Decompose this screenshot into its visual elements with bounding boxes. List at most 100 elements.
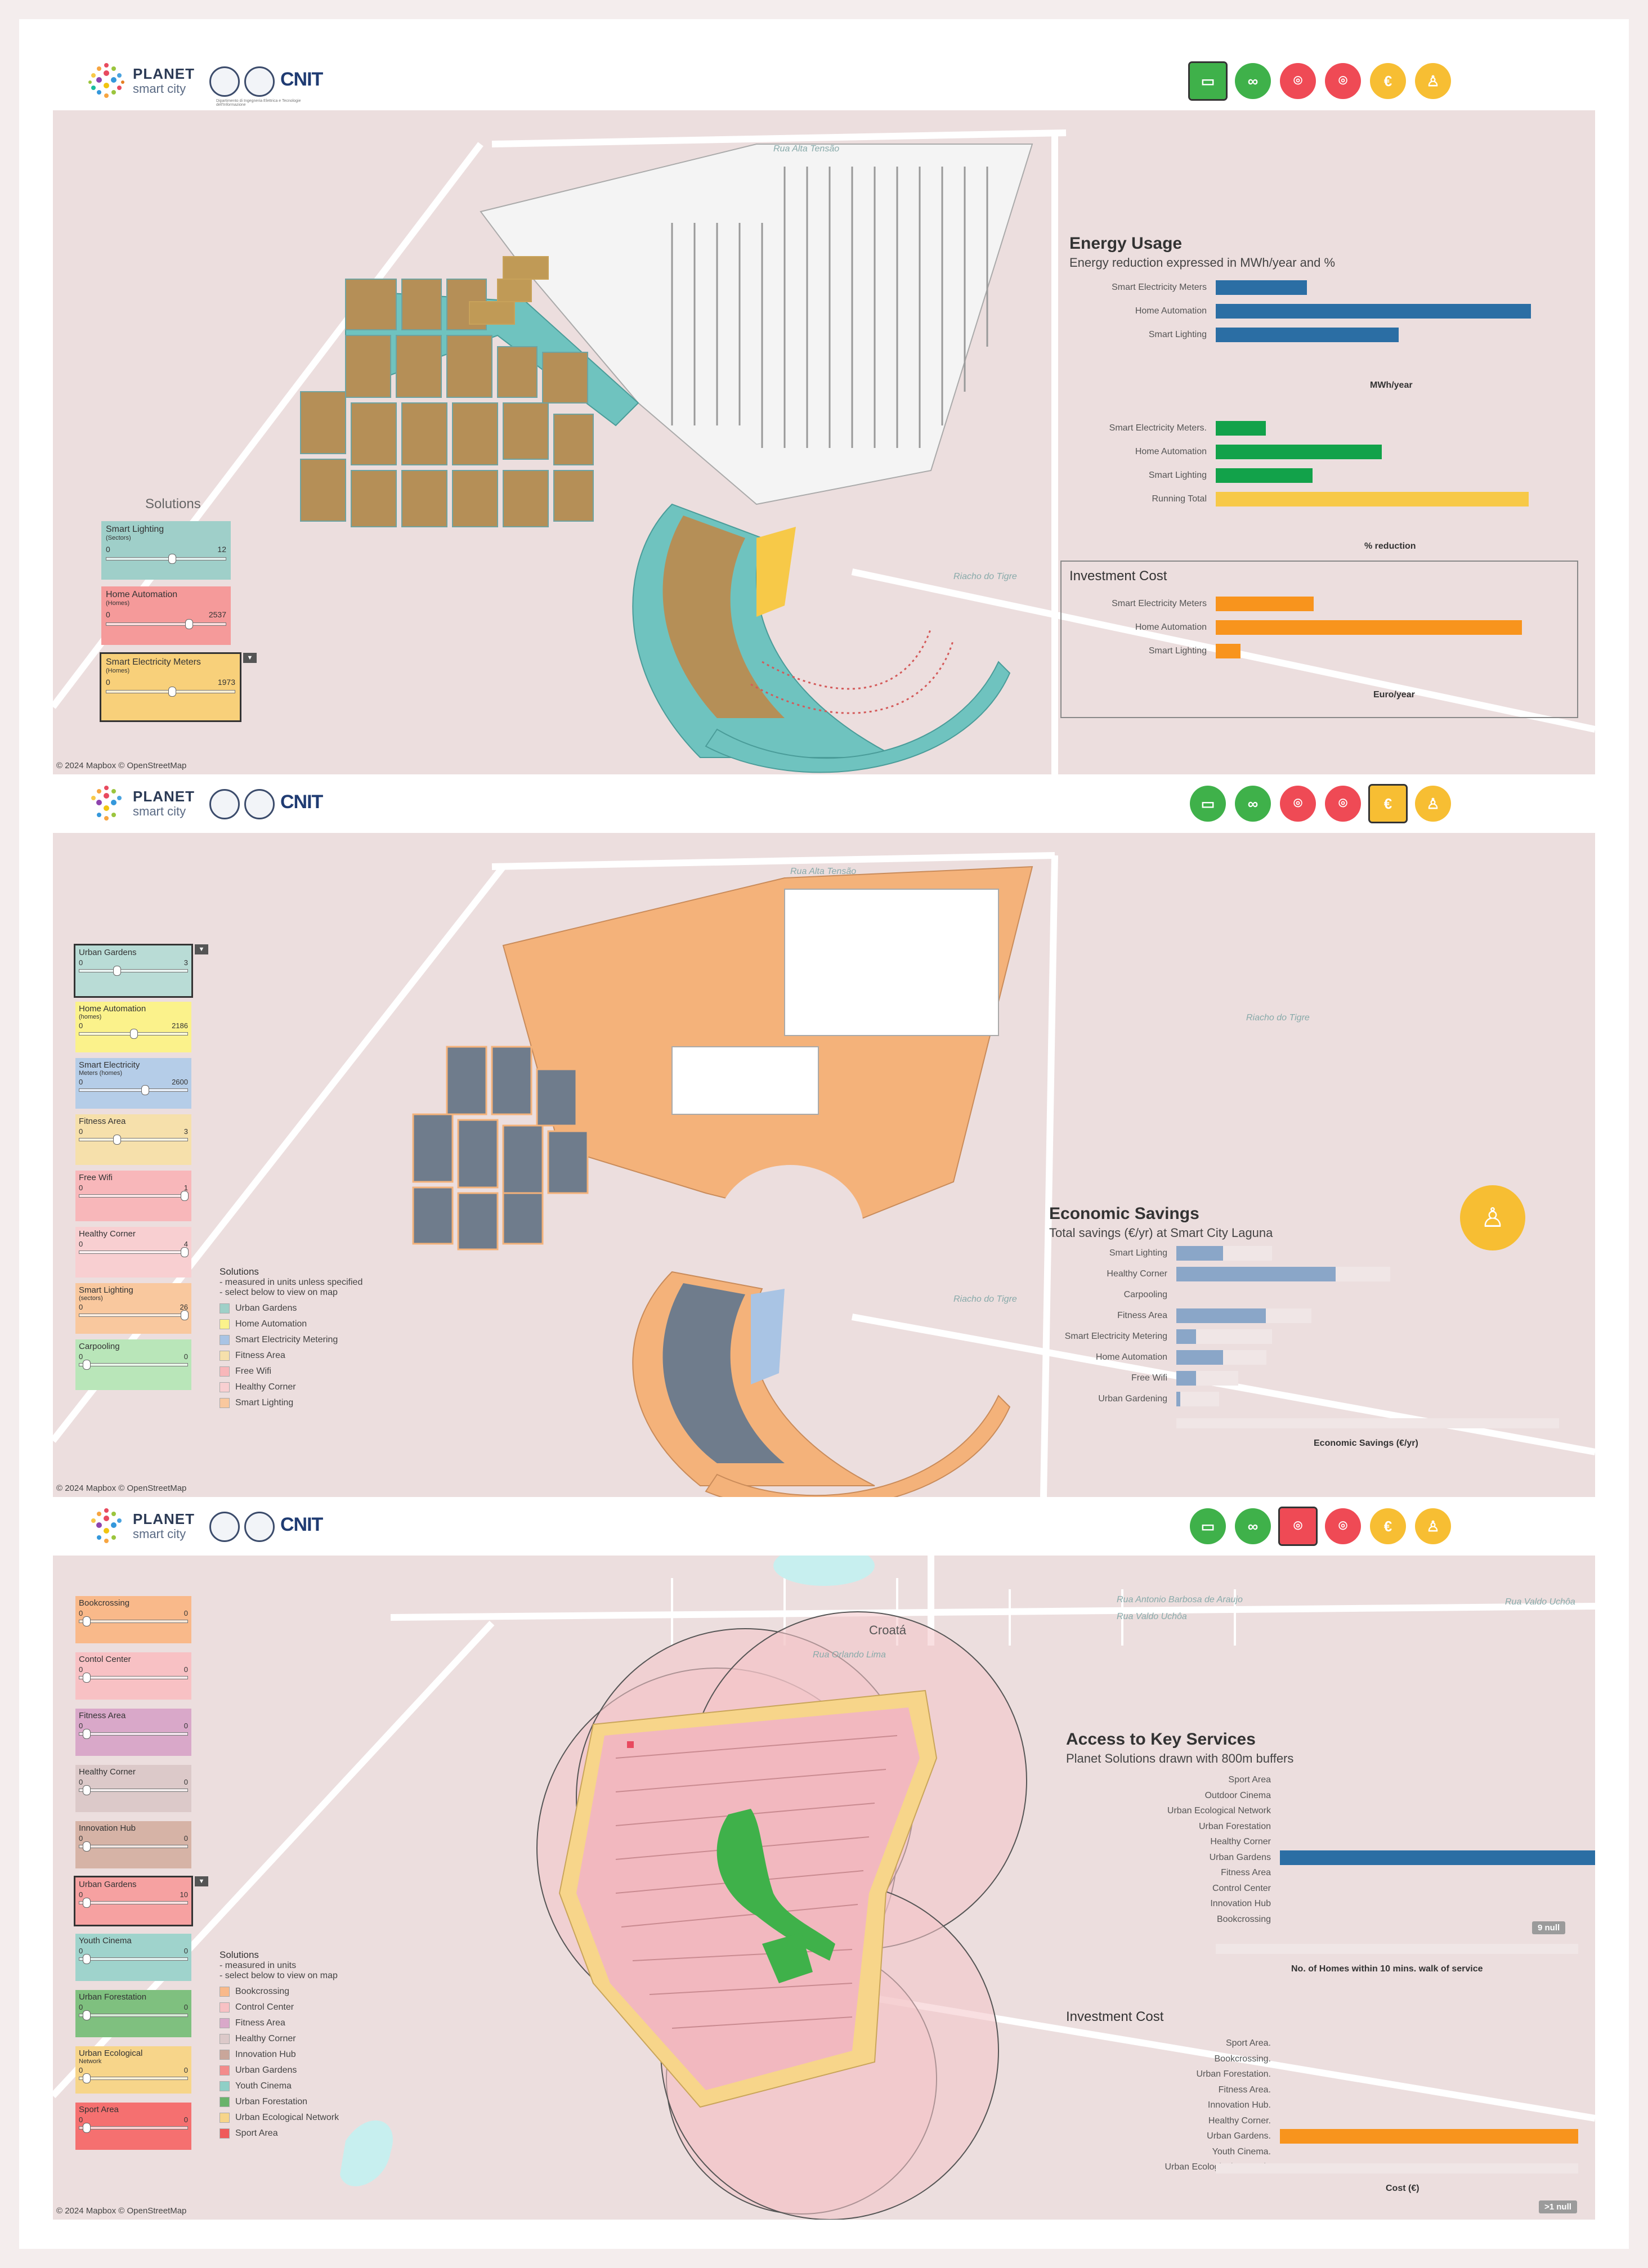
bar[interactable]: [1216, 492, 1529, 507]
slider-track[interactable]: [79, 1898, 188, 1908]
slider-handle[interactable]: [168, 554, 176, 564]
slider-track[interactable]: [79, 2010, 188, 2020]
slider-track[interactable]: [79, 1310, 189, 1320]
slider-track[interactable]: [79, 1135, 188, 1145]
dropdown-arrow-icon[interactable]: ▼: [243, 653, 257, 663]
slider-handle[interactable]: [113, 1135, 121, 1145]
legend-item[interactable]: Urban Ecological Network: [220, 2113, 339, 2123]
legend-item[interactable]: Free Wifi: [220, 1366, 362, 1377]
slider-handle[interactable]: [83, 1673, 91, 1683]
bar[interactable]: [1176, 1371, 1196, 1386]
slider-track[interactable]: [79, 1954, 188, 1964]
bar[interactable]: [1216, 445, 1382, 459]
slider-handle[interactable]: [185, 619, 193, 629]
smart-meter-icon[interactable]: ▭: [1188, 61, 1228, 101]
slider-handle[interactable]: [113, 966, 121, 976]
slider-track[interactable]: [79, 1616, 188, 1626]
slider-track[interactable]: [79, 1360, 188, 1370]
smart-electricity-meters-slider[interactable]: Smart Electricity Meters (Homes) 0 1973 ▼: [100, 652, 257, 722]
bar[interactable]: [1216, 328, 1399, 342]
community-icon[interactable]: ♙: [1415, 1508, 1451, 1544]
location-pin-icon[interactable]: ⌾: [1325, 63, 1361, 99]
legend-item[interactable]: Urban Forestation: [220, 2097, 339, 2107]
scroll-track[interactable]: [1216, 1944, 1578, 1954]
legend-item[interactable]: Urban Gardens: [220, 2065, 339, 2076]
bar[interactable]: [1216, 280, 1307, 295]
slider-track[interactable]: [79, 1785, 188, 1795]
legend-item[interactable]: Control Center: [220, 2002, 339, 2012]
map-economic[interactable]: Rua Alta Tensão Riacho do Tigre Riacho d…: [53, 833, 1595, 1497]
euro-cost-icon[interactable]: €: [1370, 1508, 1406, 1544]
legend-item[interactable]: Fitness Area: [220, 1351, 362, 1361]
slider-track[interactable]: [106, 687, 235, 697]
solution-slider[interactable]: Urban Gardens 0 3 ▼: [74, 944, 208, 998]
legend-item[interactable]: Youth Cinema: [220, 2081, 339, 2091]
solution-slider[interactable]: Healthy Corner 0 0: [75, 1765, 191, 1812]
bar[interactable]: [1176, 1267, 1336, 1281]
community-icon[interactable]: ♙: [1415, 786, 1451, 822]
slider-handle[interactable]: [83, 1360, 91, 1370]
bar[interactable]: [1216, 597, 1314, 611]
solution-slider[interactable]: Urban Forestation 0 0: [75, 1990, 191, 2037]
slider-handle[interactable]: [83, 2123, 91, 2133]
solution-slider[interactable]: Free Wifi 0 1: [75, 1171, 191, 1221]
solution-slider[interactable]: Carpooling 0 0: [75, 1339, 191, 1390]
location-pin-icon[interactable]: ⌾: [1278, 1507, 1318, 1546]
solution-slider[interactable]: Innovation Hub 0 0: [75, 1821, 191, 1868]
bike-sharing-icon[interactable]: ∞: [1235, 1508, 1271, 1544]
solution-slider[interactable]: Fitness Area 0 3: [75, 1114, 191, 1165]
legend-item[interactable]: Healthy Corner: [220, 2034, 339, 2044]
slider-track[interactable]: [79, 1247, 189, 1257]
slider-handle[interactable]: [168, 687, 176, 697]
null-badge[interactable]: 9 null: [1532, 1921, 1566, 1934]
slider-track[interactable]: [106, 554, 226, 564]
bar[interactable]: [1216, 468, 1313, 483]
solution-slider[interactable]: Healthy Corner 0 4: [75, 1227, 191, 1278]
location-pin-icon[interactable]: ⌾: [1325, 1508, 1361, 1544]
slider-handle[interactable]: [83, 1729, 91, 1739]
slider-handle[interactable]: [141, 1085, 149, 1095]
map-access[interactable]: Croatá Rua Antonio Barbosa de Araujo Rua…: [53, 1556, 1595, 2220]
slider-handle[interactable]: [83, 1785, 91, 1795]
bar[interactable]: [1216, 620, 1522, 635]
slider-track[interactable]: [106, 619, 226, 629]
slider-track[interactable]: [79, 1085, 188, 1095]
map-energy[interactable]: Rua Alta Tensão Riacho do Tigre Solution…: [53, 110, 1595, 774]
legend-item[interactable]: Urban Gardens: [220, 1303, 362, 1314]
null-badge[interactable]: >1 null: [1539, 2200, 1577, 2213]
slider-handle[interactable]: [181, 1247, 189, 1257]
scroll-track[interactable]: [1176, 1418, 1559, 1428]
euro-cost-icon[interactable]: €: [1368, 784, 1408, 823]
legend-item[interactable]: Bookcrossing: [220, 1987, 339, 1997]
location-pin-icon[interactable]: ⌾: [1280, 786, 1316, 822]
community-icon[interactable]: ♙: [1415, 63, 1451, 99]
slider-track[interactable]: [79, 1191, 189, 1201]
legend-item[interactable]: Innovation Hub: [220, 2050, 339, 2060]
slider-track[interactable]: [79, 1673, 188, 1683]
bar[interactable]: [1280, 2129, 1578, 2144]
legend-item[interactable]: Sport Area: [220, 2128, 339, 2139]
legend-item[interactable]: Fitness Area: [220, 2018, 339, 2028]
slider-handle[interactable]: [83, 1616, 91, 1626]
solution-slider[interactable]: Urban Gardens 0 10 ▼: [74, 1876, 208, 1926]
slider-handle[interactable]: [83, 2010, 91, 2020]
dropdown-arrow-icon[interactable]: ▼: [195, 1876, 208, 1886]
location-pin-icon[interactable]: ⌾: [1280, 63, 1316, 99]
slider-handle[interactable]: [130, 1029, 138, 1039]
slider-handle[interactable]: [83, 2073, 91, 2083]
slider-track[interactable]: [79, 2123, 188, 2133]
slider-handle[interactable]: [83, 1898, 91, 1908]
bar[interactable]: [1216, 421, 1266, 436]
bar[interactable]: [1176, 1392, 1180, 1406]
scroll-track[interactable]: [1216, 2163, 1578, 2173]
home-automation-slider[interactable]: Home Automation (Homes) 0 2537: [101, 586, 231, 645]
bar[interactable]: [1176, 1329, 1196, 1344]
bar[interactable]: [1176, 1350, 1223, 1365]
legend-item[interactable]: Smart Lighting: [220, 1398, 362, 1408]
slider-handle[interactable]: [181, 1191, 189, 1201]
legend-item[interactable]: Smart Electricity Metering: [220, 1335, 362, 1345]
bar[interactable]: [1216, 304, 1531, 319]
solution-slider[interactable]: Youth Cinema 0 0: [75, 1934, 191, 1981]
solution-slider[interactable]: Smart Lighting (sectors) 0 26: [75, 1283, 191, 1334]
slider-track[interactable]: [79, 1729, 188, 1739]
